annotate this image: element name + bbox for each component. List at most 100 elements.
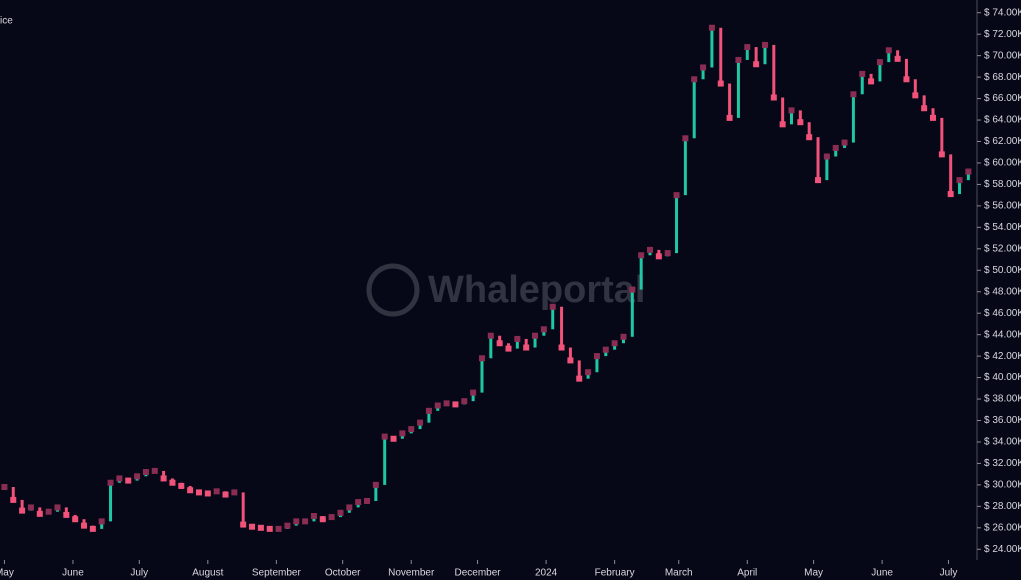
y-tick-label: $ 32.00K [984, 458, 1021, 469]
candle [560, 306, 564, 348]
marker [638, 252, 645, 259]
marker [408, 426, 415, 433]
marker [213, 488, 220, 495]
marker [275, 525, 282, 532]
candle [577, 360, 581, 379]
marker [735, 56, 742, 63]
marker [523, 344, 530, 351]
marker [195, 489, 202, 496]
marker [187, 487, 194, 494]
marker [204, 490, 211, 497]
marker [585, 369, 592, 376]
y-tick-label: $ 58.00K [984, 179, 1021, 190]
y-tick-label: $ 34.00K [984, 437, 1021, 448]
marker [178, 482, 185, 489]
candle [524, 338, 528, 348]
marker [558, 344, 565, 351]
candle [763, 44, 767, 65]
marker [487, 332, 494, 339]
candle [904, 58, 908, 80]
marker [761, 41, 768, 48]
candle [851, 94, 855, 143]
marker [726, 114, 733, 121]
marker [788, 107, 795, 114]
marker [319, 516, 326, 523]
marker [620, 333, 627, 340]
candle [683, 138, 687, 196]
candle [736, 59, 740, 118]
x-tick-label: August [192, 568, 223, 579]
y-tick-label: $ 30.00K [984, 480, 1021, 491]
y-tick-label: $ 60.00K [984, 158, 1021, 169]
marker [116, 475, 123, 482]
marker [717, 80, 724, 87]
candle [82, 519, 86, 526]
candle [710, 27, 714, 68]
marker [355, 499, 362, 506]
candle [781, 97, 785, 125]
x-tick-label: July [130, 568, 148, 579]
candle [958, 180, 962, 195]
marker [107, 479, 114, 486]
marker [346, 504, 353, 511]
candle [418, 422, 422, 430]
chart-title: ice [0, 16, 13, 27]
marker [19, 507, 26, 514]
x-tick-label: October [325, 568, 361, 579]
y-tick-label: $ 56.00K [984, 201, 1021, 212]
marker [753, 61, 760, 68]
x-tick-label: September [252, 568, 302, 579]
candle [834, 147, 838, 157]
x-tick-label: April [737, 568, 757, 579]
marker [98, 518, 105, 525]
marker [532, 332, 539, 339]
candle [675, 195, 679, 254]
marker [266, 525, 273, 532]
candle [20, 499, 24, 511]
candle [162, 470, 166, 479]
marker [876, 59, 883, 66]
candle [542, 329, 546, 336]
y-tick-label: $ 46.00K [984, 308, 1021, 319]
marker [72, 516, 79, 523]
marker [27, 504, 34, 511]
marker [708, 24, 715, 31]
marker [744, 44, 751, 51]
marker [399, 430, 406, 437]
watermark-group: Whaleportal [366, 263, 645, 317]
marker [36, 510, 43, 517]
marker [169, 479, 176, 486]
marker [806, 134, 813, 141]
marker [478, 355, 485, 362]
marker [302, 518, 309, 525]
marker [222, 491, 229, 498]
marker [894, 55, 901, 62]
candle [816, 137, 820, 181]
y-tick-label: $ 64.00K [984, 115, 1021, 126]
candle [480, 358, 484, 393]
marker [664, 250, 671, 257]
x-tick-label: February [595, 568, 635, 579]
marker [496, 340, 503, 347]
marker [249, 523, 256, 530]
marker [328, 514, 335, 521]
candle [789, 110, 793, 125]
candle [745, 47, 749, 60]
y-tick-label: $ 74.00K [984, 7, 1021, 18]
marker [125, 477, 132, 484]
y-tick-label: $ 52.00K [984, 243, 1021, 254]
y-tick-label: $ 24.00K [984, 544, 1021, 555]
marker [390, 435, 397, 442]
marker [284, 522, 291, 529]
candle [701, 67, 705, 80]
candle [100, 521, 104, 529]
y-tick-label: $ 36.00K [984, 415, 1021, 426]
marker [10, 496, 17, 503]
candle [374, 484, 378, 501]
marker [151, 467, 158, 474]
candle [383, 436, 387, 485]
candle [621, 336, 625, 344]
marker [257, 524, 264, 531]
candle [887, 50, 891, 63]
